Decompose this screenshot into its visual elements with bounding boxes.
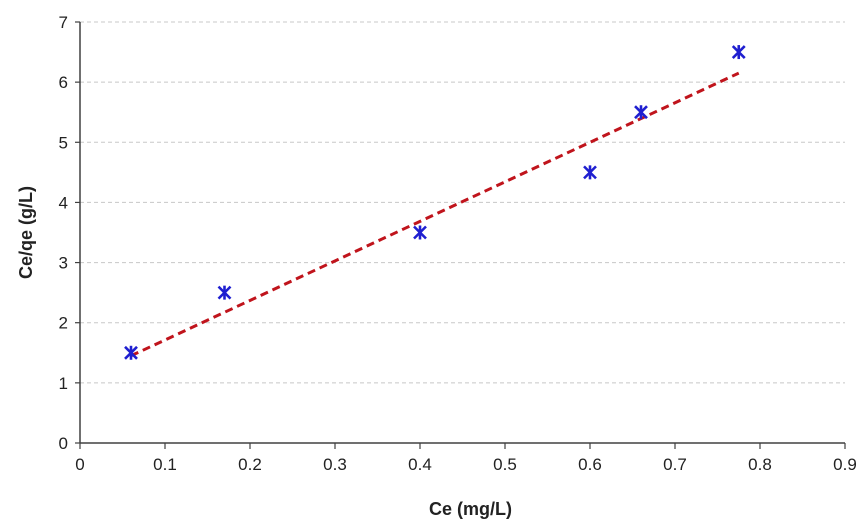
data-point xyxy=(217,285,232,300)
data-point xyxy=(634,105,648,120)
x-tick-label: 0.7 xyxy=(663,455,687,474)
x-axis-title: Ce (mg/L) xyxy=(429,499,512,519)
y-tick-label: 7 xyxy=(59,13,68,32)
y-tick-labels: 0 1 2 3 4 5 6 7 xyxy=(59,13,68,453)
trendline-group xyxy=(130,71,740,358)
x-tick-label: 0.5 xyxy=(493,455,517,474)
trendline xyxy=(130,71,740,358)
x-tick-label: 0.8 xyxy=(748,455,772,474)
data-point xyxy=(583,165,597,180)
x-tick-label: 0.4 xyxy=(408,455,432,474)
y-tick-label: 2 xyxy=(59,314,68,333)
x-tick-label: 0.3 xyxy=(323,455,347,474)
x-tick-label: 0.6 xyxy=(578,455,602,474)
y-tick-label: 0 xyxy=(59,434,68,453)
x-tick-label: 0 xyxy=(75,455,84,474)
y-tick-label: 3 xyxy=(59,254,68,273)
axes xyxy=(75,21,846,449)
data-points xyxy=(124,45,746,360)
y-tick-label: 6 xyxy=(59,73,68,92)
data-point xyxy=(413,225,427,240)
y-tick-label: 4 xyxy=(59,193,68,212)
gridlines xyxy=(80,21,845,384)
data-point xyxy=(124,345,138,360)
x-tick-labels: 0 0.1 0.2 0.3 0.4 0.5 0.6 0.7 0.8 0.9 xyxy=(75,455,857,474)
y-tick-label: 1 xyxy=(59,374,68,393)
y-axis-title: Ce/qe (g/L) xyxy=(16,186,36,279)
x-tick-label: 0.1 xyxy=(153,455,177,474)
x-tick-label: 0.2 xyxy=(238,455,262,474)
x-tick-label: 0.9 xyxy=(833,455,857,474)
data-point xyxy=(731,45,746,60)
y-tick-label: 5 xyxy=(59,133,68,152)
